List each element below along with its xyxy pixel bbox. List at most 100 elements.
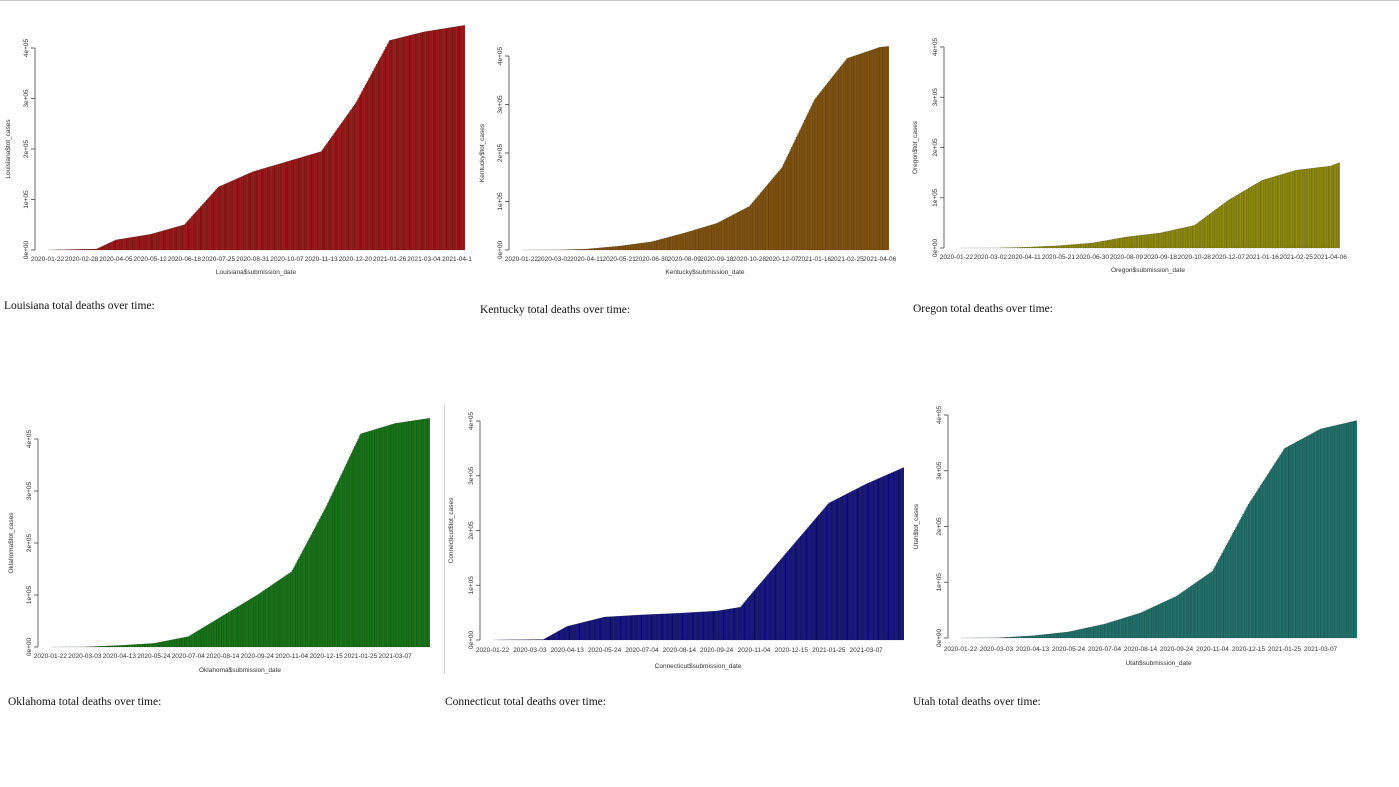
bar — [297, 158, 299, 250]
bar — [373, 429, 375, 647]
bar — [250, 598, 252, 647]
bar — [1151, 233, 1153, 249]
bar — [650, 614, 652, 641]
bar — [377, 62, 379, 250]
bar — [1114, 620, 1116, 639]
bar — [200, 206, 202, 251]
bar — [1320, 428, 1322, 638]
bar — [438, 29, 440, 251]
bar — [244, 601, 247, 648]
bar — [830, 501, 833, 641]
bar — [1029, 246, 1031, 248]
bar — [98, 247, 100, 251]
bar — [139, 644, 141, 647]
bar — [1347, 422, 1349, 638]
bar — [773, 177, 775, 251]
bar — [1277, 457, 1280, 639]
bar — [1014, 247, 1016, 248]
bar — [867, 482, 869, 641]
bar — [1188, 587, 1190, 639]
bar — [335, 487, 336, 647]
bar — [185, 222, 187, 251]
bar — [812, 102, 814, 251]
x-tick-label: 2020-09-24 — [700, 647, 734, 654]
bar — [314, 153, 316, 250]
bar — [373, 69, 375, 251]
bar — [1117, 619, 1120, 639]
chart-panel-connecticut: 0e+001e+052e+053e+054e+05Connecticut$tot… — [448, 411, 905, 670]
bar — [883, 475, 886, 641]
bar — [1356, 420, 1357, 638]
bar — [830, 78, 832, 251]
bar — [1258, 487, 1260, 639]
bar — [1269, 177, 1271, 248]
bar — [1018, 247, 1019, 248]
bar — [643, 614, 645, 641]
bar — [164, 641, 166, 648]
bar — [134, 644, 136, 647]
bar — [1045, 634, 1048, 639]
bar — [1003, 637, 1005, 639]
bar — [360, 433, 363, 648]
bar — [1228, 539, 1230, 639]
bar — [708, 611, 709, 640]
bar — [827, 504, 829, 641]
bar — [1043, 246, 1045, 248]
bar — [1154, 605, 1157, 639]
bar — [896, 470, 898, 641]
bar — [705, 226, 707, 250]
bar — [298, 157, 300, 251]
bar — [145, 643, 147, 648]
bar — [187, 636, 189, 648]
bar — [1101, 241, 1103, 248]
bar — [106, 645, 109, 648]
bar — [1181, 227, 1184, 249]
bar — [839, 67, 841, 250]
bar — [1276, 175, 1278, 248]
bar — [342, 120, 345, 251]
bar — [415, 420, 417, 647]
bar — [391, 424, 393, 648]
bar — [1124, 617, 1127, 639]
bar — [1290, 444, 1292, 639]
y-tick-label: 2e+05 — [26, 533, 33, 552]
bar — [734, 607, 736, 641]
bar — [554, 632, 556, 640]
bar — [731, 608, 733, 640]
bar — [883, 46, 886, 251]
bar — [838, 497, 840, 641]
bar — [579, 622, 581, 641]
bar — [1146, 609, 1148, 639]
bar — [1069, 244, 1071, 249]
bar — [1129, 616, 1131, 638]
bar — [1084, 628, 1086, 639]
bar — [593, 248, 595, 250]
bar — [1179, 228, 1181, 248]
bar — [419, 419, 421, 648]
bar — [409, 35, 411, 251]
bar — [1091, 242, 1093, 249]
bar — [849, 492, 851, 641]
bar — [1307, 168, 1309, 249]
bar — [188, 219, 190, 250]
bar — [191, 216, 193, 251]
bar — [1219, 206, 1221, 249]
bar — [190, 217, 192, 250]
chart-panel-oklahoma: 0e+001e+052e+053e+054e+05Oklahoma$tot_ca… — [8, 418, 431, 674]
bar — [786, 157, 788, 251]
bar — [168, 228, 171, 251]
bar — [1160, 232, 1162, 248]
bar — [1120, 618, 1122, 638]
bar — [1139, 235, 1141, 249]
bar — [656, 614, 658, 640]
bar — [184, 637, 186, 648]
bar — [1166, 600, 1168, 638]
x-tick-label: 2020-06-18 — [168, 256, 202, 263]
bar — [117, 645, 119, 648]
bar — [1207, 573, 1209, 639]
bar — [198, 630, 200, 647]
x-tick-label: 2020-09-24 — [241, 653, 275, 660]
bar — [1123, 237, 1125, 248]
bar — [391, 39, 393, 251]
bar — [1271, 467, 1273, 638]
